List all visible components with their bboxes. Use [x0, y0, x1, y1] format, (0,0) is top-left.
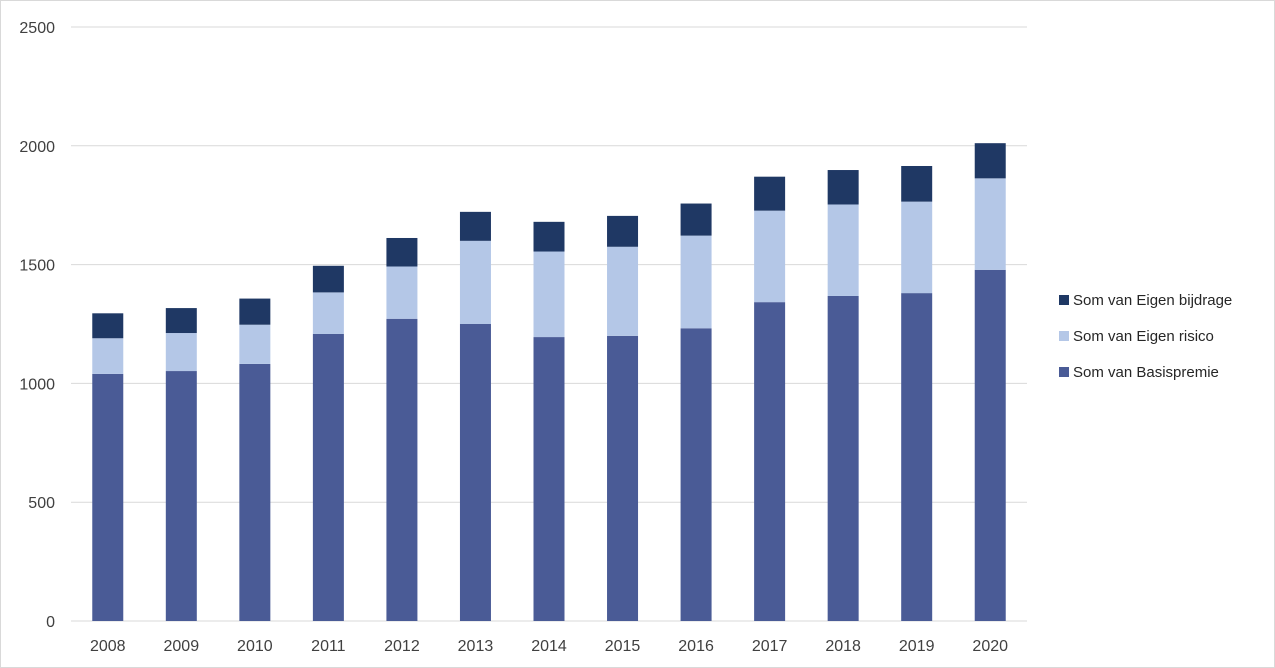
bar-segment-2008-series-2	[92, 313, 124, 339]
x-tick-label: 2011	[311, 638, 346, 655]
bar-segment-2012-series-2	[386, 237, 418, 267]
x-tick-label: 2008	[90, 638, 126, 655]
legend-swatch	[1059, 367, 1069, 377]
x-axis-ticks: 2008 2009 2010 2011 2012 2013 2014 2015 2016 2017…	[90, 638, 1008, 655]
legend-swatch	[1059, 331, 1069, 341]
bar-segment-2016-series-0	[680, 328, 712, 621]
bar-segment-2019-series-1	[901, 201, 933, 294]
y-tick-label: 2000	[19, 139, 55, 156]
x-tick-label: 2017	[752, 638, 788, 655]
legend-label: Som van Eigen bijdrage	[1073, 292, 1232, 309]
bar-segment-2014-series-0	[533, 337, 565, 621]
bar-segment-2016-series-2	[680, 203, 712, 236]
bar-segment-2019-series-2	[901, 165, 933, 202]
bar-segment-2017-series-2	[754, 176, 786, 211]
bar-segment-2008-series-0	[92, 373, 124, 621]
y-tick-label: 1000	[19, 376, 55, 393]
x-tick-label: 2016	[678, 638, 714, 655]
y-tick-label: 1500	[19, 258, 55, 275]
bar-segment-2014-series-2	[533, 221, 565, 252]
bar-segment-2014-series-1	[533, 251, 565, 338]
bar-segment-2010-series-1	[239, 324, 271, 364]
bar-segment-2011-series-2	[312, 265, 344, 293]
bar-segment-2015-series-2	[607, 215, 639, 247]
x-tick-label: 2010	[237, 638, 273, 655]
legend-label: Som van Eigen risico	[1073, 328, 1214, 345]
bar-segment-2015-series-0	[607, 335, 639, 621]
x-tick-label: 2019	[899, 638, 935, 655]
bar-segment-2017-series-0	[754, 302, 786, 621]
bar-segment-2013-series-2	[459, 211, 491, 241]
bar-segment-2020-series-1	[974, 178, 1006, 270]
x-tick-label: 2015	[605, 638, 641, 655]
bar-segment-2018-series-0	[827, 295, 859, 621]
bar-segment-2011-series-1	[312, 292, 344, 334]
bar-segment-2017-series-1	[754, 210, 786, 303]
x-tick-label: 2012	[384, 638, 420, 655]
x-tick-label: 2020	[972, 638, 1008, 655]
y-axis-ticks: 0 500 1000 1500 2000 2500	[19, 20, 55, 631]
x-tick-label: 2018	[825, 638, 861, 655]
bar-segment-2012-series-0	[386, 318, 418, 621]
bar-segment-2018-series-2	[827, 170, 859, 205]
bar-segment-2010-series-2	[239, 298, 271, 325]
bar-segment-2013-series-1	[459, 240, 491, 324]
legend-label: Som van Basispremie	[1073, 364, 1219, 381]
bar-segment-2015-series-1	[607, 246, 639, 336]
bar-segment-2009-series-0	[165, 371, 197, 621]
bar-segment-2012-series-1	[386, 266, 418, 319]
bar-segment-2009-series-2	[165, 308, 197, 334]
x-tick-label: 2014	[531, 638, 567, 655]
bars	[92, 143, 1006, 621]
bar-segment-2009-series-1	[165, 333, 197, 372]
bar-segment-2020-series-0	[974, 269, 1006, 621]
y-tick-label: 0	[46, 614, 55, 631]
y-tick-label: 2500	[19, 20, 55, 37]
bar-segment-2011-series-0	[312, 333, 344, 621]
legend-swatch	[1059, 295, 1069, 305]
bar-segment-2013-series-0	[459, 324, 491, 621]
bar-segment-2008-series-1	[92, 338, 124, 374]
x-tick-label: 2013	[458, 638, 494, 655]
bar-segment-2020-series-2	[974, 143, 1006, 179]
legend: Som van Eigen bijdrage Som van Eigen risi…	[1059, 292, 1232, 381]
bar-segment-2010-series-0	[239, 363, 271, 621]
bar-segment-2016-series-1	[680, 235, 712, 329]
y-tick-label: 500	[28, 495, 55, 512]
x-tick-label: 2009	[164, 638, 200, 655]
bar-segment-2019-series-0	[901, 293, 933, 621]
bar-segment-2018-series-1	[827, 204, 859, 296]
